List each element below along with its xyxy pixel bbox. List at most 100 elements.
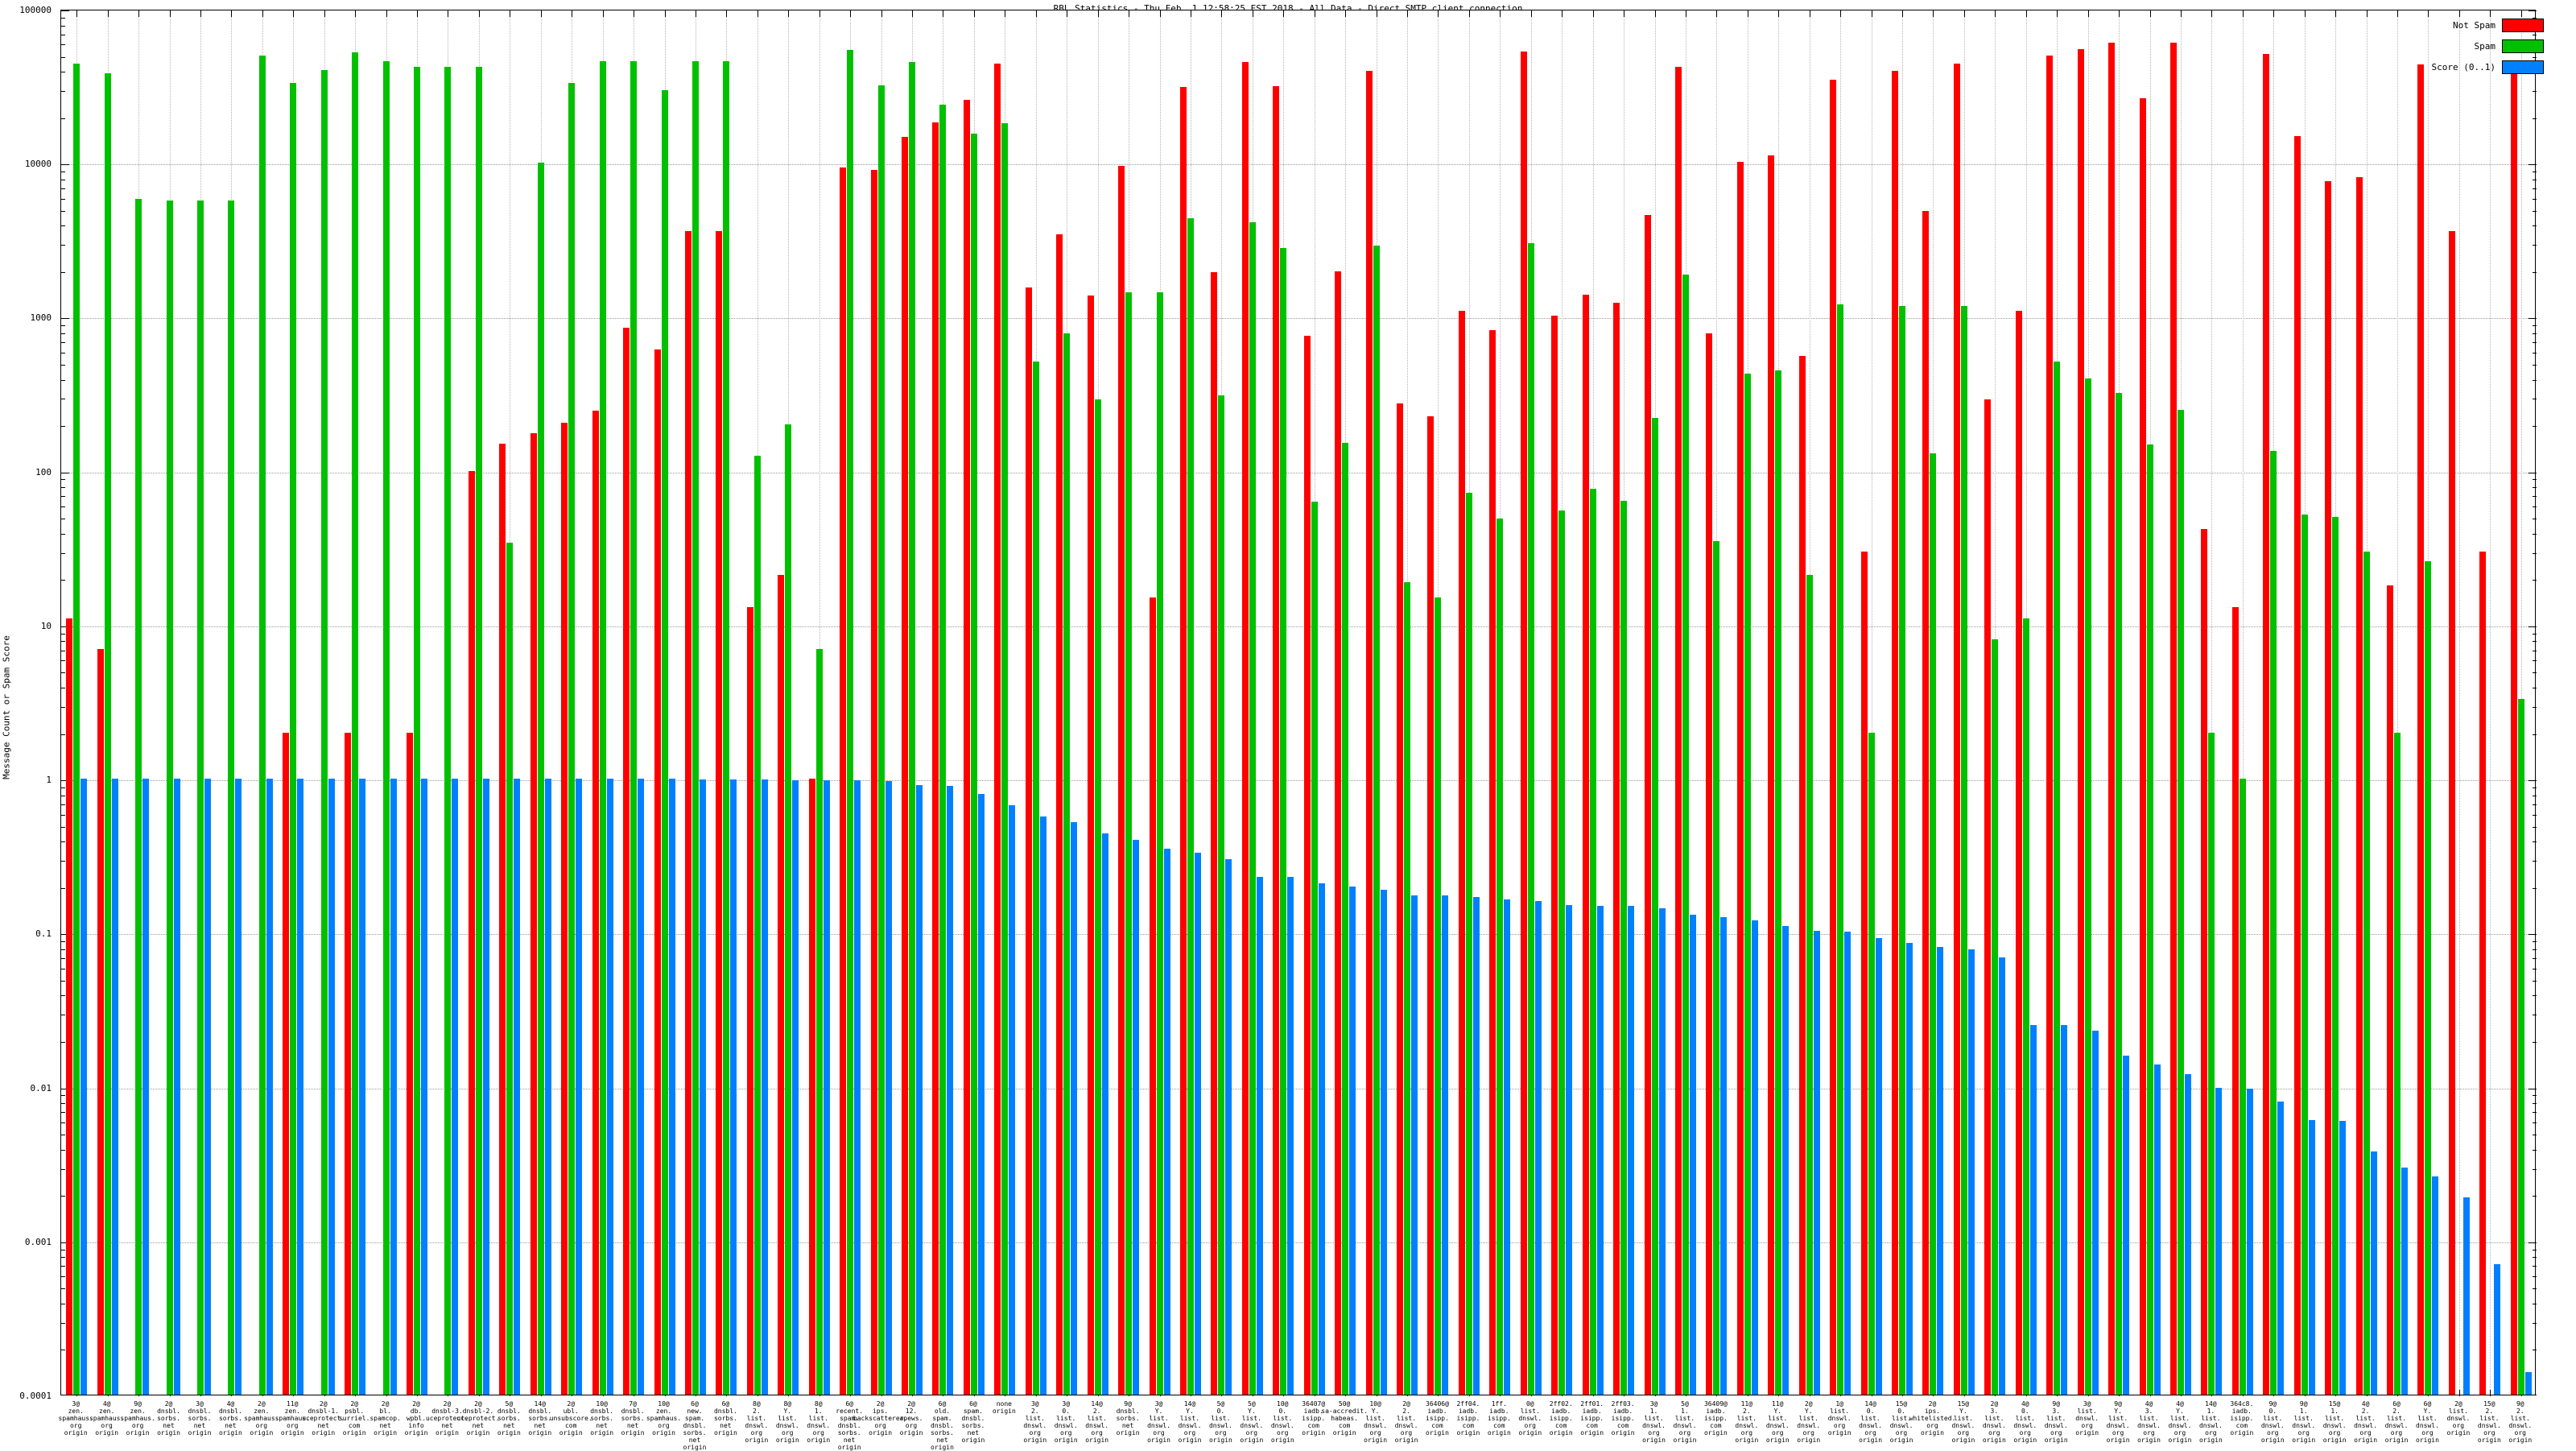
bar-not-spam	[623, 327, 630, 1395]
x-tick-label: 14@ Y. list. dnswl. org origin	[1178, 1400, 1202, 1444]
bar-not-spam	[2015, 310, 2022, 1395]
y-minor-tick	[61, 552, 65, 554]
y-major-tick	[61, 626, 69, 627]
bar-not-spam	[1860, 551, 1868, 1395]
x-tick	[1778, 10, 1780, 17]
y-major-tick	[2529, 780, 2537, 782]
x-tick-label: 4@ 2. list. dnswl. org origin	[2354, 1400, 2378, 1444]
y-minor-tick	[2533, 1257, 2537, 1259]
x-tick	[1221, 10, 1223, 17]
x-tick	[2149, 10, 2151, 17]
bar-not-spam	[1179, 87, 1187, 1395]
bar-score	[2308, 1119, 2315, 1395]
bar-score	[1720, 917, 1728, 1395]
x-tick-label: 8@ Y. list. dnswl. org origin	[775, 1400, 799, 1444]
bar-not-spam	[530, 433, 537, 1395]
x-tick-label: 1@ list. dnswl. org origin	[1827, 1400, 1852, 1437]
y-tick-label: 100	[35, 466, 52, 477]
bar-spam	[1589, 489, 1596, 1395]
bar-score	[142, 779, 150, 1395]
bar-not-spam	[1335, 271, 1342, 1395]
bar-score	[606, 779, 613, 1395]
x-tick	[1530, 10, 1532, 17]
bar-spam	[1558, 511, 1566, 1395]
y-minor-tick	[61, 841, 65, 843]
y-minor-tick	[61, 342, 65, 344]
x-tick-label: 2@ list. dnswl. org origin	[2446, 1400, 2471, 1437]
y-tick-label: 0.001	[24, 1236, 52, 1247]
y-major-tick	[2529, 934, 2537, 936]
y-minor-tick	[2533, 325, 2537, 327]
x-tick-label: 2@ dnsbl-2. uceprotect. net origin	[456, 1400, 500, 1437]
bar-score	[1163, 849, 1170, 1395]
y-minor-tick	[2533, 1041, 2537, 1043]
x-tick-label: 36406@ iadb. isipp. com origin	[1426, 1400, 1449, 1437]
x-tick-label: 3@ list. dnswl. org origin	[2075, 1400, 2099, 1437]
x-tick	[1592, 10, 1594, 17]
bar-score	[1813, 930, 1820, 1395]
bar-not-spam	[2169, 43, 2177, 1395]
bar-score	[1380, 890, 1387, 1395]
bar-score	[204, 779, 211, 1395]
x-tick	[881, 10, 882, 17]
y-minor-tick	[61, 90, 65, 92]
y-minor-tick	[61, 1288, 65, 1290]
bar-spam	[135, 199, 142, 1395]
bar-spam	[1620, 500, 1628, 1395]
x-tick	[417, 10, 419, 17]
y-major-tick	[2529, 10, 2537, 11]
bar-not-spam	[1303, 336, 1311, 1395]
bar-score	[1906, 942, 1913, 1395]
y-tick-label: 0.0001	[19, 1391, 52, 1401]
x-tick	[1438, 10, 1439, 17]
x-tick	[1283, 10, 1285, 17]
x-tick	[2180, 10, 2182, 17]
x-tick-label: none origin	[992, 1400, 1016, 1415]
y-minor-tick	[61, 365, 65, 366]
y-minor-tick	[61, 198, 65, 200]
y-tick-label: 10000	[24, 159, 52, 170]
bar-spam	[537, 163, 544, 1395]
x-tick-label: 8@ 2. list. dnswl. org origin	[745, 1400, 769, 1444]
bar-score	[452, 779, 459, 1395]
y-minor-tick	[2533, 1249, 2537, 1251]
x-tick	[726, 10, 728, 17]
bar-score	[668, 779, 675, 1395]
x-tick-label: 4@ dnsbl. sorbs. net origin	[218, 1400, 242, 1437]
bar-not-spam	[870, 169, 877, 1395]
bar-not-spam	[1273, 85, 1280, 1395]
bar-not-spam	[1427, 416, 1435, 1395]
bar-score	[761, 779, 768, 1395]
y-minor-tick	[61, 245, 65, 246]
x-tick	[107, 10, 109, 17]
bar-score	[1039, 816, 1046, 1395]
y-minor-tick	[2533, 365, 2537, 366]
bar-not-spam	[1397, 403, 1404, 1395]
x-tick	[2366, 10, 2368, 17]
x-tick-label: 50@ sa-accredit. habeas. com origin	[1321, 1400, 1368, 1437]
y-major-tick	[61, 1242, 69, 1243]
x-tick	[2211, 10, 2213, 17]
bar-score	[823, 779, 830, 1395]
bar-score	[2277, 1102, 2285, 1395]
y-gridline	[61, 626, 2535, 627]
y-minor-tick	[61, 887, 65, 889]
x-tick-label: 2@ Y. list. dnswl. org origin	[1797, 1400, 1821, 1444]
y-minor-tick	[61, 188, 65, 189]
bar-score	[1782, 925, 1790, 1395]
x-tick-label: 3@ 2. list. dnswl. org origin	[1023, 1400, 1047, 1444]
bar-spam	[506, 543, 514, 1395]
y-minor-tick	[61, 1149, 65, 1151]
y-minor-tick	[2533, 496, 2537, 498]
bar-not-spam	[561, 423, 568, 1395]
x-tick-label: 2@ 2. list. dnswl. org origin	[1394, 1400, 1418, 1444]
x-tick-label: 6@ recent. spam. dnsbl. sorbs. net origi…	[836, 1400, 864, 1451]
bar-score	[2184, 1074, 2191, 1395]
bar-spam	[1435, 597, 1442, 1395]
bar-score	[2246, 1089, 2253, 1395]
x-tick	[1500, 10, 1501, 17]
bar-not-spam	[746, 607, 753, 1395]
bar-spam	[2239, 779, 2246, 1395]
bar-spam	[1682, 275, 1689, 1395]
bar-score	[359, 779, 366, 1395]
